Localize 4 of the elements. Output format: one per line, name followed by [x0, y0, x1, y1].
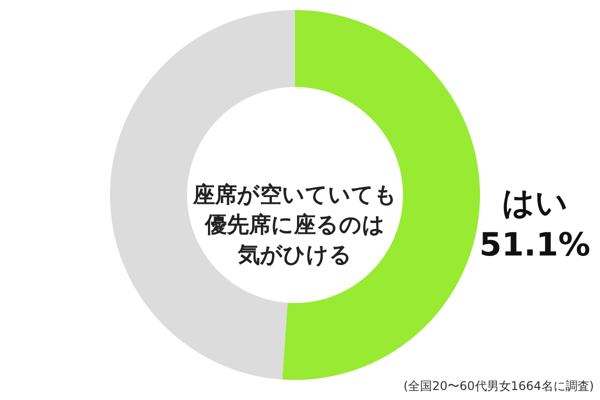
data-label: 51.1% — [479, 225, 590, 264]
text: 座席が空いていても優先席に座るのは気がひける — [192, 182, 397, 268]
slice-label: はい — [502, 183, 568, 222]
text: (全国20〜60代男女1664名に調査) — [404, 379, 594, 393]
